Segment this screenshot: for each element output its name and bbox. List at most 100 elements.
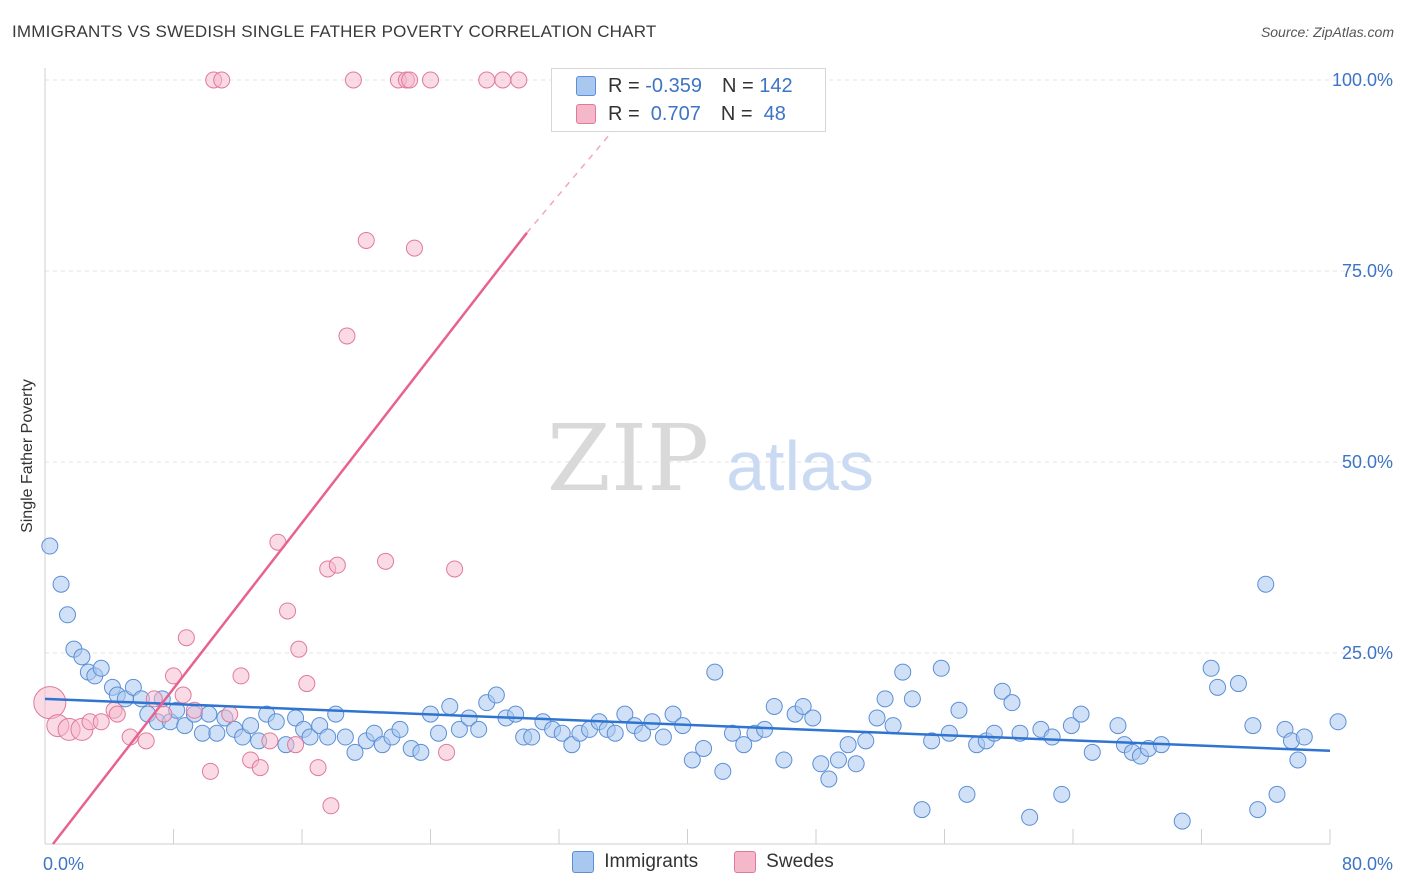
immigrants-point xyxy=(794,697,812,715)
immigrants-point xyxy=(487,686,505,704)
swedes-point xyxy=(338,327,356,345)
swedes-point xyxy=(174,686,192,704)
immigrants-point xyxy=(430,724,448,742)
immigrants-point xyxy=(1043,728,1061,746)
watermark: ZIP atlas xyxy=(547,405,874,512)
x-tick-label: 80.0% xyxy=(1342,854,1393,874)
swedes-swatch xyxy=(576,104,596,124)
immigrants-point xyxy=(714,762,732,780)
immigrants-point xyxy=(923,732,941,750)
legend-item-immigrants[interactable]: Immigrants xyxy=(572,851,698,873)
immigrants-point xyxy=(706,663,724,681)
immigrants-point xyxy=(606,724,624,742)
immigrants-point xyxy=(553,724,571,742)
y-tick-label: 50.0% xyxy=(1342,452,1393,472)
legend-item-swedes[interactable]: Swedes xyxy=(734,851,834,873)
swedes-point xyxy=(33,686,67,720)
immigrants-point xyxy=(1295,728,1313,746)
swedes-point xyxy=(422,71,439,89)
swedes-point xyxy=(185,701,203,719)
swedes-point xyxy=(438,743,456,761)
immigrants-point xyxy=(695,740,713,757)
immigrants-point xyxy=(441,697,459,715)
immigrants-point xyxy=(450,720,468,738)
swedes-point xyxy=(279,602,297,620)
swedes-point xyxy=(165,667,182,685)
immigrants-legend-label: Immigrants xyxy=(604,851,699,872)
legend-row-swedes: R = 0.707 N = 48 xyxy=(576,102,786,126)
immigrants-point xyxy=(634,724,652,742)
immigrants-point xyxy=(523,728,541,746)
immigrants-point xyxy=(208,724,226,742)
immigrants-point xyxy=(301,728,319,746)
swedes-point xyxy=(221,705,239,723)
swedes-trend-extension xyxy=(526,79,656,234)
legend-n-value: 142 xyxy=(759,74,793,97)
swedes-point xyxy=(309,759,327,777)
immigrants-point xyxy=(894,663,912,681)
chart-title: IMMIGRANTS VS SWEDISH SINGLE FATHER POVE… xyxy=(12,22,657,41)
swedes-point xyxy=(92,713,110,731)
swedes-trend-line xyxy=(52,232,528,845)
tick-labels: 25.0% 50.0% 75.0% 100.0% 0.0% 80.0% xyxy=(43,70,1393,874)
immigrants-point xyxy=(346,743,364,761)
immigrants-point xyxy=(412,743,430,761)
immigrants-point xyxy=(193,724,211,742)
swedes-point xyxy=(377,552,395,570)
immigrants-point xyxy=(884,717,902,735)
immigrants-point xyxy=(857,732,875,750)
swedes-point xyxy=(344,71,362,89)
immigrants-point xyxy=(391,720,409,738)
immigrants-point xyxy=(993,682,1011,700)
immigrants-point xyxy=(1202,659,1220,677)
immigrants-point xyxy=(1021,808,1039,826)
immigrants-point xyxy=(92,659,110,677)
immigrants-point xyxy=(903,690,921,708)
swedes-point xyxy=(213,71,231,89)
swedes-point xyxy=(177,629,195,647)
immigrants-point xyxy=(985,724,1003,742)
immigrants-point xyxy=(735,736,753,754)
grid-lines xyxy=(45,79,1392,654)
immigrants-point xyxy=(940,724,958,742)
swedes-point xyxy=(478,71,496,89)
immigrants-point xyxy=(319,728,337,746)
swedes-legend-label: Swedes xyxy=(766,851,834,872)
immigrants-point xyxy=(1289,751,1307,769)
immigrants-point xyxy=(958,785,976,803)
immigrants-point xyxy=(932,659,950,677)
immigrants-swatch xyxy=(576,76,596,96)
immigrants-point xyxy=(775,751,793,769)
swedes-point xyxy=(261,732,279,750)
immigrants-point xyxy=(327,705,345,723)
immigrants-point xyxy=(804,709,822,727)
immigrants-point xyxy=(73,648,91,666)
legend-r-value: -0.359 xyxy=(645,74,702,97)
immigrants-point xyxy=(1249,801,1267,819)
series-legend: Immigrants Swedes xyxy=(0,851,1406,873)
immigrants-point xyxy=(1053,785,1071,803)
immigrants-point xyxy=(460,709,478,727)
legend-n-label: N = xyxy=(721,74,760,97)
immigrants-point xyxy=(336,728,354,746)
immigrants-point xyxy=(1109,717,1127,735)
swedes-point xyxy=(232,667,250,685)
y-tick-label: 75.0% xyxy=(1342,261,1393,281)
swedes-point xyxy=(287,736,305,754)
correlation-legend: R = -0.359 N = 142 R = 0.707 N = 48 xyxy=(551,68,826,132)
immigrants-point xyxy=(643,713,661,731)
immigrants-point xyxy=(267,713,285,731)
immigrants-point xyxy=(950,701,968,719)
x-tick-label: 0.0% xyxy=(43,854,84,874)
swedes-points xyxy=(33,71,584,815)
immigrants-legend-swatch xyxy=(572,851,595,873)
immigrants-trend-line xyxy=(44,697,1331,753)
immigrants-point xyxy=(820,770,838,788)
y-tick-label: 25.0% xyxy=(1342,643,1393,663)
immigrants-point xyxy=(723,724,741,742)
legend-n-label: N = xyxy=(720,102,759,125)
immigrants-point xyxy=(876,690,894,708)
immigrants-point xyxy=(507,705,525,723)
swedes-point xyxy=(137,732,155,750)
immigrants-point xyxy=(839,736,857,754)
